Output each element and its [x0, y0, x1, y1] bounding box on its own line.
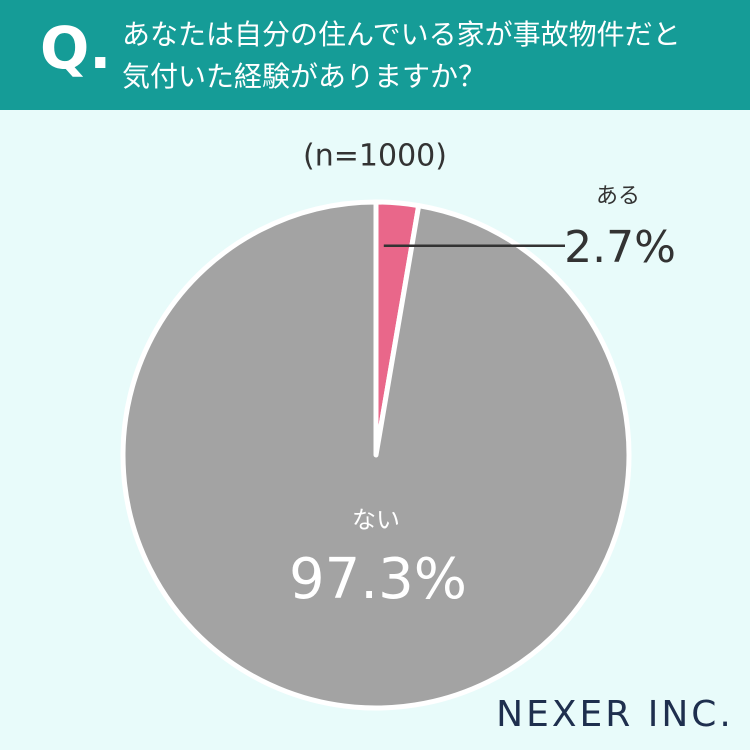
chart-title: あなたは自分の住んでいる家が事故物件だと気付いた経験がありますか？	[122, 18, 681, 93]
header: Q. あなたは自分の住んでいる家が事故物件だと気付いた経験がありますか？	[0, 0, 750, 110]
category-label: ある	[596, 184, 640, 209]
pie-slice	[120, 199, 632, 711]
brand-logo: NEXER INC.	[496, 694, 734, 735]
value-label: 97.3%	[289, 547, 467, 612]
value-label: 2.7%	[564, 222, 676, 273]
question-marker: Q.	[40, 14, 112, 82]
category-label: ない	[352, 506, 400, 534]
subtitle: (n=1000)	[303, 139, 447, 174]
